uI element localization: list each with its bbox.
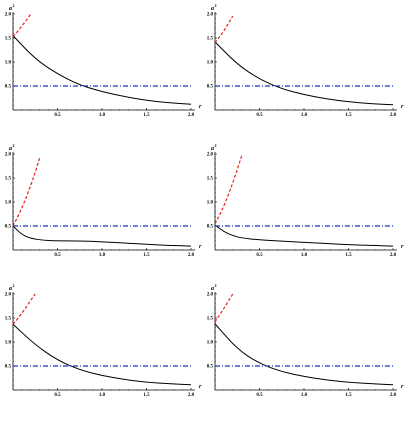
y-tick-label: 1.5	[5, 177, 12, 182]
y-tick-label: 1.0	[5, 341, 12, 346]
x-tick-label: 1.5	[345, 253, 352, 258]
y-axis-label: a	[211, 6, 214, 12]
x-tick-label: 1.5	[143, 393, 150, 398]
x-tick-label: 0.5	[54, 253, 61, 258]
x-tick-label: 1.0	[99, 393, 106, 398]
x-axis-label: r	[199, 104, 202, 110]
y-axis-label: a	[211, 146, 214, 152]
approximation-curve	[214, 155, 243, 224]
x-tick-label: 1.5	[345, 393, 352, 398]
x-tick-label: 0.5	[54, 113, 61, 118]
chart-panel-5: 0.5 1.0 1.5 2.0 0.5 1.0 1.5 2.0 r a 2	[4, 283, 204, 420]
y-tick-label: 0.5	[5, 225, 12, 230]
x-tick-label: 0.5	[256, 253, 263, 258]
y-tick-label: 0.5	[207, 85, 214, 90]
y-tick-label: 0.5	[5, 85, 12, 90]
x-axis-label: r	[401, 104, 404, 110]
chart-svg: 0.5 1.0 1.5 2.0 0.5 1.0 1.5 2.0 r a2	[207, 3, 404, 118]
y-tick-label: 2.0	[207, 13, 214, 18]
x-tick-label: 2.0	[188, 113, 195, 118]
solution-curve	[12, 323, 192, 386]
y-tick-label: 2.0	[5, 293, 12, 298]
approximation-curve	[12, 13, 32, 37]
x-tick-label: 1.0	[301, 253, 308, 258]
x-tick-label: 1.0	[301, 113, 308, 118]
chart-svg: 0.5 1.0 1.5 2.0 0.5 1.0 1.5 2.0 r a2	[207, 283, 404, 398]
y-tick-label: 2.0	[207, 153, 214, 158]
y-tick-label: 1.0	[207, 201, 214, 206]
approximation-curve	[12, 157, 41, 227]
x-tick-label: 2.0	[390, 393, 397, 398]
y-tick-label: 1.0	[5, 61, 12, 66]
y-tick-label: 2.0	[5, 13, 12, 18]
chart-panel-2: 0.5 1.0 1.5 2.0 0.5 1.0 1.5 2.0 r a 2	[206, 3, 406, 140]
y-axis-label-superscript: 2	[215, 143, 217, 148]
x-tick-label: 1.5	[143, 113, 150, 118]
chart-svg: 0.5 1.0 1.5 2.0 0.5 1.0 1.5 2.0 r a2	[5, 143, 202, 258]
chart-panel-3: 0.5 1.0 1.5 2.0 0.5 1.0 1.5 2.0 r a 2	[4, 143, 204, 280]
solution-curve	[214, 323, 394, 386]
x-tick-label: 2.0	[390, 113, 397, 118]
chart-svg: 0.5 1.0 1.5 2.0 0.5 1.0 1.5 2.0 r a2	[5, 3, 202, 118]
chart-svg: 0.5 1.0 1.5 2.0 0.5 1.0 1.5 2.0 r a2	[207, 143, 404, 258]
x-tick-label: 1.5	[345, 113, 352, 118]
solution-curve	[12, 225, 192, 247]
approximation-curve	[214, 15, 234, 44]
chart-panel-6: 0.5 1.0 1.5 2.0 0.5 1.0 1.5 2.0 r a 2	[206, 283, 406, 420]
y-tick-label: 1.5	[5, 37, 12, 42]
x-axis-label: r	[401, 384, 404, 390]
y-tick-label: 1.0	[207, 61, 214, 66]
solution-curve	[12, 35, 192, 105]
x-tick-label: 2.0	[188, 393, 195, 398]
y-tick-label: 1.0	[207, 341, 214, 346]
x-tick-label: 2.0	[390, 253, 397, 258]
x-tick-label: 2.0	[188, 253, 195, 258]
y-axis-label: a	[9, 286, 12, 292]
chart-svg: 0.5 1.0 1.5 2.0 0.5 1.0 1.5 2.0 r a2	[5, 283, 202, 398]
chart-panel-4: 0.5 1.0 1.5 2.0 0.5 1.0 1.5 2.0 r a 2	[206, 143, 406, 280]
solution-curve	[214, 224, 394, 247]
y-tick-label: 1.5	[207, 317, 214, 322]
approximation-curve	[214, 293, 234, 323]
y-tick-label: 0.5	[207, 365, 214, 370]
y-tick-label: 1.0	[5, 201, 12, 206]
y-axis-label-superscript: 2	[215, 283, 217, 288]
y-axis-label-superscript: 2	[13, 3, 15, 8]
y-axis-label: a	[9, 6, 12, 12]
x-tick-label: 0.5	[256, 113, 263, 118]
y-axis-label-superscript: 2	[13, 283, 15, 288]
x-axis-label: r	[199, 244, 202, 250]
x-tick-label: 1.0	[301, 393, 308, 398]
solution-curve	[214, 41, 394, 106]
y-tick-label: 2.0	[5, 153, 12, 158]
y-axis-label-superscript: 2	[215, 3, 217, 8]
y-tick-label: 0.5	[5, 365, 12, 370]
chart-panel-1: 0.5 1.0 1.5 2.0 0.5 1.0 1.5 2.0 r a 2	[4, 3, 204, 140]
y-tick-label: 0.5	[207, 225, 214, 230]
x-tick-label: 1.0	[99, 253, 106, 258]
x-tick-label: 1.5	[143, 253, 150, 258]
approximation-curve	[12, 293, 36, 325]
y-tick-label: 2.0	[207, 293, 214, 298]
y-axis-label-superscript: 2	[13, 143, 15, 148]
x-axis-label: r	[199, 384, 202, 390]
y-axis-label: a	[211, 286, 214, 292]
x-tick-label: 0.5	[54, 393, 61, 398]
y-tick-label: 1.5	[207, 37, 214, 42]
x-tick-label: 1.0	[99, 113, 106, 118]
y-axis-label: a	[9, 146, 12, 152]
y-tick-label: 1.5	[207, 177, 214, 182]
y-tick-label: 1.5	[5, 317, 12, 322]
x-axis-label: r	[401, 244, 404, 250]
x-tick-label: 0.5	[256, 393, 263, 398]
